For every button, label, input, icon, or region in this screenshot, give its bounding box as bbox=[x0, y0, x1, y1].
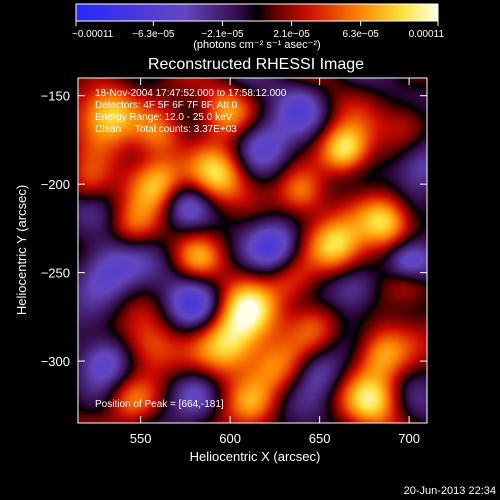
footer-date: 20-Jun-2013 22:34 bbox=[404, 485, 496, 497]
y-tick-label: −250 bbox=[41, 266, 70, 281]
y-axis-label: Heliocentric Y (arcsec) bbox=[14, 185, 29, 315]
colorbar-tick-label: −0.00011 bbox=[72, 29, 114, 40]
colorbar-tick-label: 2.1e−05 bbox=[273, 29, 310, 40]
colorbar-frame bbox=[75, 3, 439, 22]
annotation-energy-range: Energy Range: 12.0 - 25.0 keV bbox=[95, 112, 233, 123]
annotation-detectors: Detectors: 4F 5F 6F 7F 8F, Att 0 bbox=[95, 100, 238, 111]
heatmap-image bbox=[78, 78, 427, 423]
x-tick-label: 650 bbox=[309, 431, 331, 446]
annotation-peak-position: Position of Peak = [664,-181] bbox=[95, 399, 224, 410]
x-axis-label: Heliocentric X (arcsec) bbox=[190, 449, 321, 464]
x-tick-label: 700 bbox=[398, 431, 420, 446]
x-tick-label: 600 bbox=[219, 431, 241, 446]
colorbar: −0.00011 −6.3e−05 −2.1e−05 2.1e−05 6.3e−05 0.… bbox=[72, 3, 444, 51]
y-tick-label: −200 bbox=[41, 177, 70, 192]
chart-title: Reconstructed RHESSI Image bbox=[148, 56, 364, 73]
colorbar-ticks: −0.00011 −6.3e−05 −2.1e−05 2.1e−05 6.3e−05 0.… bbox=[72, 21, 444, 40]
y-tick-label: −150 bbox=[41, 89, 70, 104]
axis-ticks: 550 600 650 700 −150 −200 −250 −300 bbox=[41, 78, 427, 446]
axes-frame bbox=[77, 77, 428, 424]
colorbar-units-label: (photons cm⁻² s⁻¹ asec⁻²) bbox=[193, 39, 320, 51]
colorbar-tick-label: −2.1e−05 bbox=[201, 29, 244, 40]
colorbar-tick-label: 6.3e−05 bbox=[342, 29, 379, 40]
x-tick-label: 550 bbox=[130, 431, 152, 446]
plot-area bbox=[78, 78, 427, 423]
colorbar-tick-label: 0.00011 bbox=[409, 29, 445, 40]
annotations: 18-Nov-2004 17:47:52.000 to 17:58:12.000… bbox=[95, 88, 287, 410]
y-tick-label: −300 bbox=[41, 354, 70, 369]
annotation-clean-counts: Clean Total counts: 3.37E+03 bbox=[95, 124, 237, 135]
colorbar-gradient bbox=[76, 4, 438, 21]
annotation-time-range: 18-Nov-2004 17:47:52.000 to 17:58:12.000 bbox=[95, 88, 287, 99]
colorbar-tick-label: −6.3e−05 bbox=[132, 29, 175, 40]
